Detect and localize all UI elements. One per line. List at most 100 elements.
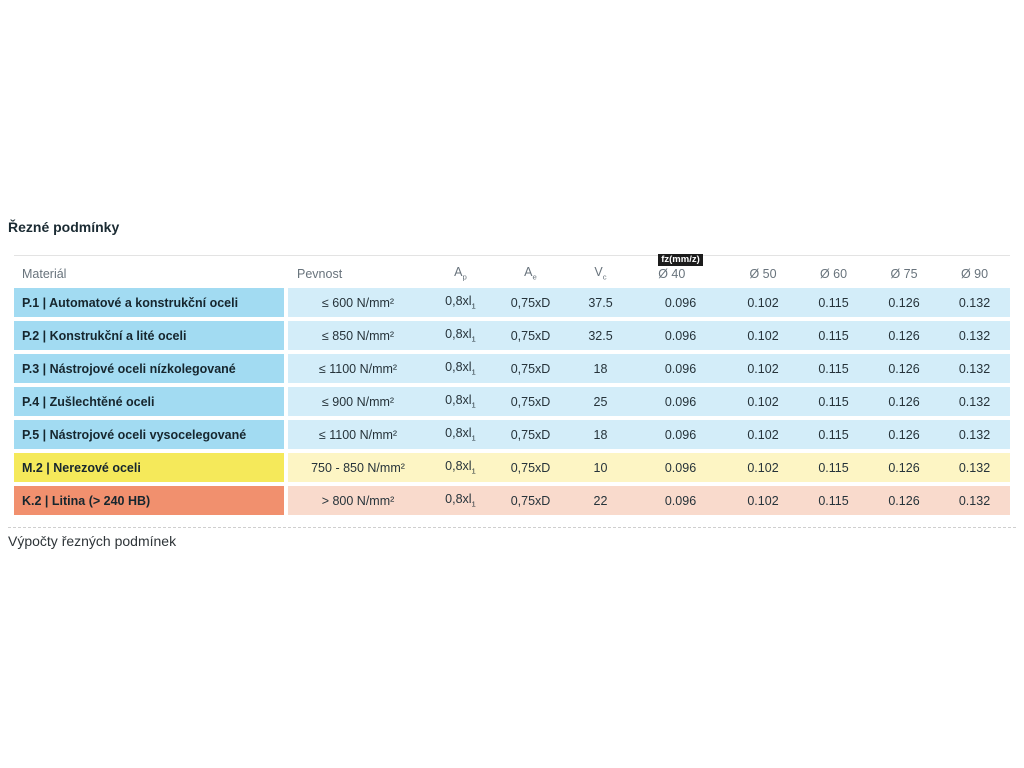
vc-value: 18 [593, 427, 608, 442]
fz-unit-badge: fz(mm/z) [658, 253, 703, 266]
fz-value-90: 0.132 [958, 394, 991, 409]
fz-value-50: 0.102 [747, 427, 779, 442]
table-header-row: Materiál Pevnost Ap Ae Vc fz(mm/z) Ø 40 … [14, 253, 1010, 286]
row-column-gap [284, 321, 288, 350]
column-header-diameter-50: Ø 50 [749, 267, 777, 281]
fz-value-50: 0.102 [747, 361, 779, 376]
material-cell: P.5 | Nástrojové oceli vysocelegované [14, 420, 284, 449]
material-cell: P.1 | Automatové a konstrukční oceli [14, 288, 284, 317]
column-header-pevnost: Pevnost [297, 267, 343, 281]
fz-value-75: 0.126 [888, 460, 920, 475]
column-header-vc: Vc [594, 264, 607, 282]
fz-value-75: 0.126 [888, 394, 920, 409]
material-cell: K.2 | Litina (> 240 HB) [14, 486, 284, 515]
fz-value-60: 0.115 [818, 493, 849, 508]
fz-value-40: 0.096 [664, 328, 697, 343]
column-header-diameter-90: Ø 90 [960, 267, 989, 281]
fz-value-75: 0.126 [888, 328, 920, 343]
ap-value: 0,8xl1 [445, 294, 476, 311]
ap-value: 0,8xl1 [445, 360, 476, 377]
material-label: P.1 | Automatové a konstrukční oceli [22, 295, 239, 310]
fz-value-60: 0.115 [818, 361, 849, 376]
table-row: P.2 | Konstrukční a lité oceli ≤ 850 N/m… [14, 321, 1010, 350]
row-column-gap [284, 354, 288, 383]
vc-value: 32.5 [588, 328, 613, 343]
pevnost-value: ≤ 850 N/mm² [321, 328, 395, 343]
footer-section-title: Výpočty řezných podmínek [8, 533, 177, 549]
material-cell: P.2 | Konstrukční a lité oceli [14, 321, 284, 350]
vc-value: 10 [593, 460, 608, 475]
material-label: K.2 | Litina (> 240 HB) [22, 493, 151, 508]
fz-value-90: 0.132 [958, 460, 991, 475]
section-divider [8, 527, 1016, 528]
fz-value-40: 0.096 [664, 361, 697, 376]
material-label: P.5 | Nástrojové oceli vysocelegované [22, 427, 247, 442]
row-values: ≤ 900 N/mm² 0,8xl1 0,75xD 25 0.096 0.102… [288, 387, 1010, 416]
ae-value: 0,75xD [510, 493, 551, 508]
column-header-ae: Ae [524, 264, 537, 282]
fz-value-75: 0.126 [888, 295, 920, 310]
row-values: ≤ 600 N/mm² 0,8xl1 0,75xD 37.5 0.096 0.1… [288, 288, 1010, 317]
ae-value: 0,75xD [510, 394, 551, 409]
fz-value-40: 0.096 [664, 460, 697, 475]
vc-value: 37.5 [588, 295, 613, 310]
pevnost-value: ≤ 1100 N/mm² [318, 361, 398, 376]
ae-value: 0,75xD [510, 328, 551, 343]
table-row: P.3 | Nástrojové oceli nízkolegované ≤ 1… [14, 354, 1010, 383]
row-column-gap [284, 486, 288, 515]
row-column-gap [284, 288, 288, 317]
ap-value: 0,8xl1 [445, 393, 476, 410]
fz-value-90: 0.132 [958, 328, 991, 343]
fz-value-40: 0.096 [664, 493, 697, 508]
fz-value-50: 0.102 [747, 295, 779, 310]
pevnost-value: ≤ 600 N/mm² [321, 295, 395, 310]
column-header-diameter-75: Ø 75 [890, 267, 918, 281]
fz-value-90: 0.132 [958, 295, 991, 310]
fz-value-40: 0.096 [664, 394, 697, 409]
fz-value-60: 0.115 [818, 394, 849, 409]
fz-value-60: 0.115 [818, 295, 849, 310]
ap-value: 0,8xl1 [445, 426, 476, 443]
fz-value-90: 0.132 [958, 427, 991, 442]
column-header-diameter-60: Ø 60 [819, 267, 848, 281]
fz-value-60: 0.115 [818, 460, 849, 475]
fz-value-40: 0.096 [664, 295, 697, 310]
ap-value: 0,8xl1 [445, 327, 476, 344]
row-values: ≤ 1100 N/mm² 0,8xl1 0,75xD 18 0.096 0.10… [288, 354, 1010, 383]
fz-value-90: 0.132 [958, 493, 991, 508]
material-label: P.2 | Konstrukční a lité oceli [22, 328, 187, 343]
fz-value-75: 0.126 [888, 493, 920, 508]
table-row: M.2 | Nerezové oceli 750 - 850 N/mm² 0,8… [14, 453, 1010, 482]
fz-value-60: 0.115 [818, 427, 849, 442]
ap-value: 0,8xl1 [445, 492, 476, 509]
material-label: M.2 | Nerezové oceli [22, 460, 141, 475]
fz-value-90: 0.132 [958, 361, 991, 376]
fz-value-40: 0.096 [664, 427, 697, 442]
pevnost-value: ≤ 1100 N/mm² [318, 427, 398, 442]
table-row: P.1 | Automatové a konstrukční oceli ≤ 6… [14, 288, 1010, 317]
fz-value-50: 0.102 [747, 328, 779, 343]
fz-value-60: 0.115 [818, 328, 849, 343]
cutting-conditions-table: Materiál Pevnost Ap Ae Vc fz(mm/z) Ø 40 … [14, 253, 1010, 519]
vc-value: 25 [593, 394, 608, 409]
ae-value: 0,75xD [510, 361, 551, 376]
page-title: Řezné podmínky [8, 219, 120, 235]
ae-value: 0,75xD [510, 295, 551, 310]
diameter-label: Ø 40 [658, 267, 686, 281]
vc-value: 18 [593, 361, 608, 376]
ap-value: 0,8xl1 [445, 459, 476, 476]
column-header-material: Materiál [22, 267, 67, 281]
pevnost-value: 750 - 850 N/mm² [311, 460, 405, 475]
material-cell: P.4 | Zušlechtěné oceli [14, 387, 284, 416]
material-cell: M.2 | Nerezové oceli [14, 453, 284, 482]
ae-value: 0,75xD [510, 460, 551, 475]
material-label: P.4 | Zušlechtěné oceli [22, 394, 155, 409]
row-column-gap [284, 420, 288, 449]
pevnost-value: > 800 N/mm² [321, 493, 395, 508]
pevnost-value: ≤ 900 N/mm² [321, 394, 395, 409]
row-values: > 800 N/mm² 0,8xl1 0,75xD 22 0.096 0.102… [288, 486, 1010, 515]
material-label: P.3 | Nástrojové oceli nízkolegované [22, 361, 236, 376]
fz-value-50: 0.102 [747, 394, 779, 409]
fz-value-75: 0.126 [888, 427, 920, 442]
column-header-ap: Ap [454, 264, 467, 282]
